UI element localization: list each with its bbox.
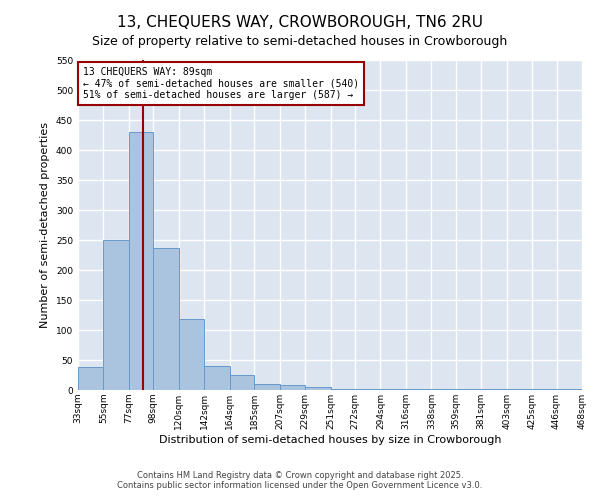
Bar (481, 389, 506, 390)
Bar (456, 389, 481, 390)
Bar (154, 248, 179, 390)
Text: Contains HM Land Registry data © Crown copyright and database right 2025.
Contai: Contains HM Land Registry data © Crown c… (118, 470, 482, 490)
Bar (254, 384, 280, 390)
Bar (506, 389, 532, 390)
Bar (179, 319, 204, 390)
Bar (331, 389, 355, 390)
Bar (355, 389, 380, 390)
Bar (204, 366, 230, 390)
Text: Size of property relative to semi-detached houses in Crowborough: Size of property relative to semi-detach… (92, 35, 508, 48)
Bar (431, 389, 456, 390)
Bar (78, 367, 103, 390)
Text: 13, CHEQUERS WAY, CROWBOROUGH, TN6 2RU: 13, CHEQUERS WAY, CROWBOROUGH, TN6 2RU (117, 15, 483, 30)
Text: 13 CHEQUERS WAY: 89sqm
← 47% of semi-detached houses are smaller (540)
51% of se: 13 CHEQUERS WAY: 89sqm ← 47% of semi-det… (83, 66, 359, 100)
X-axis label: Distribution of semi-detached houses by size in Crowborough: Distribution of semi-detached houses by … (159, 434, 501, 444)
Bar (406, 389, 431, 390)
Y-axis label: Number of semi-detached properties: Number of semi-detached properties (40, 122, 50, 328)
Bar (129, 132, 154, 390)
Bar (103, 240, 129, 390)
Bar (305, 387, 331, 390)
Bar (230, 375, 254, 390)
Bar (557, 389, 582, 390)
Bar (280, 385, 305, 390)
Bar (532, 389, 557, 390)
Bar (380, 389, 406, 390)
